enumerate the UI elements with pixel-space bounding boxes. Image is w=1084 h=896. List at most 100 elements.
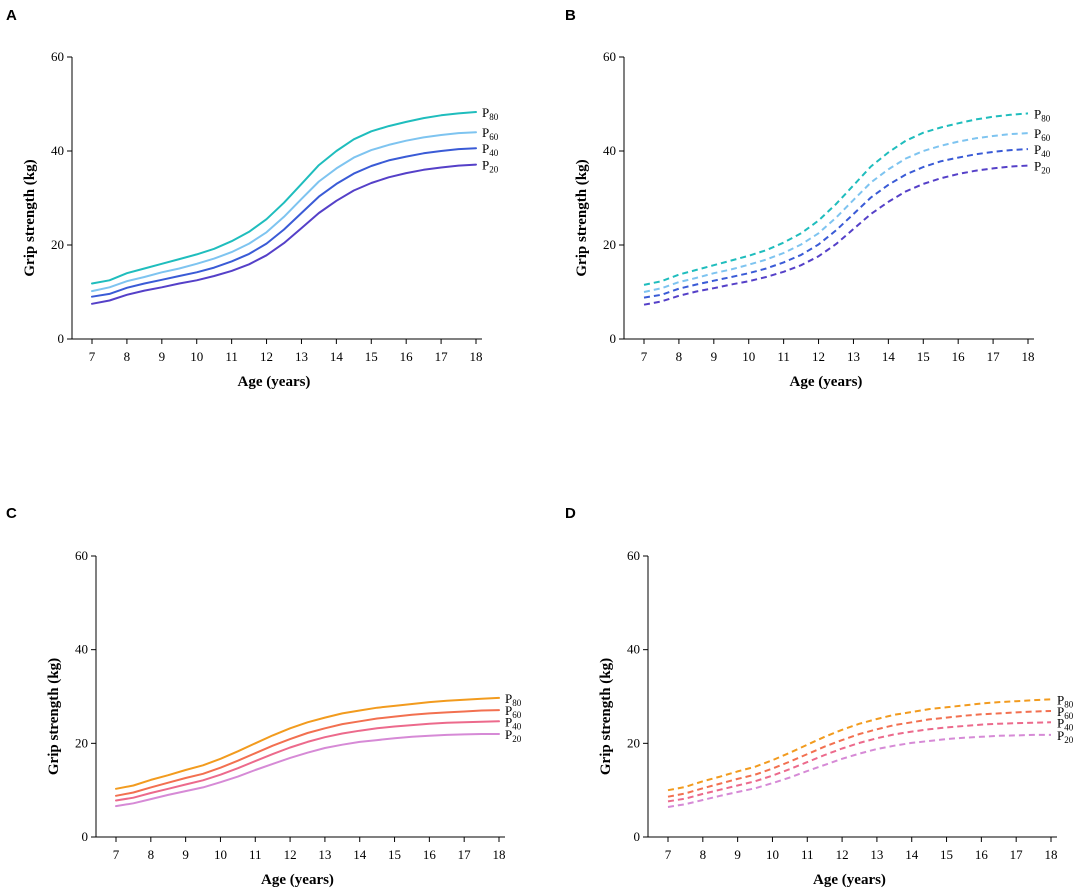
x-tick-label: 13 [847, 349, 860, 364]
series-line-p60 [667, 710, 1052, 798]
x-tick-label: 17 [1010, 847, 1024, 862]
x-tick-label: 15 [917, 349, 930, 364]
x-tick-label: 17 [458, 847, 472, 862]
x-tick-label: 9 [711, 349, 718, 364]
y-tick-label: 40 [627, 642, 640, 657]
x-tick-label: 13 [870, 847, 883, 862]
series-label-p60: P60 [482, 125, 499, 142]
y-axis-title: Grip strength (kg) [598, 658, 614, 775]
x-tick-label: 12 [836, 847, 849, 862]
x-tick-label: 17 [435, 349, 449, 364]
series-label-p20: P20 [505, 727, 522, 744]
x-tick-label: 18 [1022, 349, 1035, 364]
x-tick-label: 18 [470, 349, 483, 364]
x-tick-label: 16 [400, 349, 414, 364]
series-label-p80: P80 [1057, 692, 1074, 709]
series-label-p60: P60 [1034, 126, 1051, 143]
x-tick-label: 12 [812, 349, 825, 364]
series-line-p80 [91, 111, 477, 285]
panel-d: D 0 20 40 60 7 8 9 10 11 12 13 14 15 16 17 18 Age (years)… [565, 505, 1074, 888]
series-label-p80: P80 [482, 105, 499, 122]
y-tick-label: 20 [75, 735, 88, 750]
panel-letter: A [6, 7, 17, 24]
x-tick-label: 10 [766, 847, 779, 862]
y-axis-title: Grip strength (kg) [22, 159, 38, 276]
panel-b: B 0 20 40 60 7 8 9 10 11 12 13 14 15 16 17 18 Age (years)… [565, 7, 1051, 390]
y-tick-label: 60 [75, 548, 88, 563]
series-line-p60 [91, 131, 477, 293]
x-tick-label: 8 [124, 349, 131, 364]
x-tick-label: 13 [295, 349, 308, 364]
series-line-p20 [667, 733, 1051, 808]
y-axis-title: Grip strength (kg) [574, 159, 590, 276]
x-tick-label: 14 [905, 847, 919, 862]
y-axis-title: Grip strength (kg) [46, 658, 62, 775]
x-tick-label: 9 [734, 847, 741, 862]
y-tick-label: 40 [51, 143, 64, 158]
series-line-p40 [643, 148, 1029, 299]
x-tick-label: 7 [113, 847, 120, 862]
series-line-p60 [115, 709, 500, 797]
x-tick-label: 14 [882, 349, 896, 364]
x-tick-label: 8 [676, 349, 683, 364]
y-tick-label: 40 [75, 642, 88, 657]
y-tick-label: 60 [627, 548, 640, 563]
series-label-p20: P20 [1034, 159, 1051, 176]
series-label-p60: P60 [505, 703, 522, 720]
y-tick-label: 20 [627, 735, 640, 750]
x-tick-label: 9 [182, 847, 189, 862]
y-tick-label: 0 [634, 829, 641, 844]
series-label-p80: P80 [1034, 106, 1051, 123]
x-tick-label: 9 [159, 349, 166, 364]
x-tick-label: 13 [318, 847, 331, 862]
y-tick-label: 40 [603, 143, 616, 158]
series-label-p60: P60 [1057, 704, 1074, 721]
series-line-p80 [667, 698, 1052, 792]
y-tick-label: 0 [58, 331, 65, 346]
series-line-p20 [643, 164, 1029, 306]
series-line-p40 [115, 720, 500, 802]
series-label-p20: P20 [482, 158, 499, 175]
x-tick-label: 11 [801, 847, 814, 862]
x-axis-title: Age (years) [238, 374, 311, 390]
panel-letter: B [565, 7, 576, 24]
x-axis-title: Age (years) [261, 872, 334, 888]
series-label-p80: P80 [505, 691, 522, 708]
y-tick-label: 60 [603, 49, 616, 64]
x-tick-label: 15 [365, 349, 378, 364]
series-line-p80 [643, 112, 1029, 286]
x-tick-label: 18 [1045, 847, 1058, 862]
y-tick-label: 0 [610, 331, 617, 346]
series-label-p40: P40 [1057, 715, 1074, 732]
series-label-p40: P40 [1034, 142, 1051, 159]
x-tick-label: 11 [225, 349, 238, 364]
x-tick-label: 16 [423, 847, 437, 862]
x-tick-label: 14 [353, 847, 367, 862]
series-line-p80 [115, 696, 500, 790]
x-axis-title: Age (years) [813, 872, 886, 888]
x-tick-label: 7 [89, 349, 96, 364]
x-tick-label: 10 [742, 349, 755, 364]
x-tick-label: 11 [249, 847, 262, 862]
x-tick-label: 18 [493, 847, 506, 862]
series-label-p20: P20 [1057, 728, 1074, 745]
panel-a: A 0 20 40 60 7 8 9 10 11 12 13 14 15 16 17 18 Age (years)… [6, 7, 499, 390]
series-line-p20 [91, 163, 477, 305]
x-tick-label: 10 [190, 349, 203, 364]
x-tick-label: 7 [641, 349, 648, 364]
series-label-p40: P40 [482, 141, 499, 158]
y-tick-label: 20 [603, 237, 616, 252]
series-label-p40: P40 [505, 714, 522, 731]
x-tick-label: 8 [148, 847, 155, 862]
x-tick-label: 15 [940, 847, 953, 862]
series-line-p40 [91, 147, 477, 298]
x-tick-label: 14 [330, 349, 344, 364]
panel-letter: C [6, 505, 17, 522]
x-tick-label: 16 [952, 349, 966, 364]
panel-letter: D [565, 505, 576, 522]
x-tick-label: 17 [987, 349, 1001, 364]
panel-c: C 0 20 40 60 7 8 9 10 11 12 13 14 15 16 17 18 Age (years)… [6, 505, 522, 888]
x-tick-label: 15 [388, 847, 401, 862]
y-tick-label: 0 [82, 829, 89, 844]
x-axis-title: Age (years) [790, 374, 863, 390]
